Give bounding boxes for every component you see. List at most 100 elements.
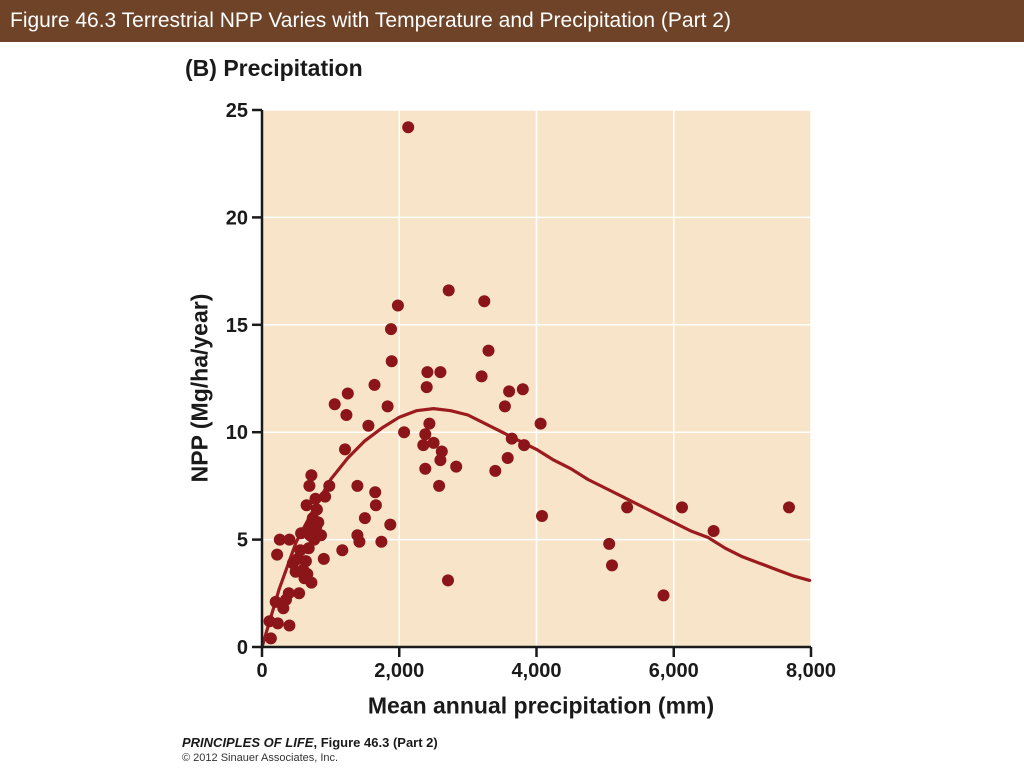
data-point xyxy=(442,574,454,587)
y-tick-label: 25 xyxy=(226,100,248,122)
x-tick-label: 8,000 xyxy=(786,660,836,682)
panel-label: (B) Precipitation xyxy=(185,55,363,81)
data-point xyxy=(375,535,388,548)
axes xyxy=(252,108,813,657)
data-point xyxy=(417,439,430,452)
data-point xyxy=(317,552,330,565)
data-point xyxy=(282,587,295,600)
data-point xyxy=(315,529,327,542)
data-point xyxy=(384,518,397,531)
data-point xyxy=(621,501,634,514)
data-point xyxy=(264,632,277,645)
x-axis-label: Mean annual precipitation (mm) xyxy=(367,692,715,719)
data-point xyxy=(369,499,382,512)
book-credit: PRINCIPLES OF LIFE, Figure 46.3 (Part 2) xyxy=(182,735,438,750)
data-point xyxy=(273,533,286,546)
data-point xyxy=(516,383,529,396)
data-point xyxy=(707,525,720,537)
y-tick-label: 15 xyxy=(226,315,248,337)
data-point xyxy=(501,452,514,464)
data-point xyxy=(336,544,349,557)
data-point xyxy=(309,492,322,505)
data-point xyxy=(434,366,447,379)
data-point xyxy=(505,432,518,445)
data-point xyxy=(657,589,670,602)
x-tick-label: 4,000 xyxy=(511,660,561,682)
x-tick-label: 6,000 xyxy=(649,660,699,682)
trend-curve-layer xyxy=(260,407,812,649)
data-point xyxy=(783,501,795,514)
data-point xyxy=(305,576,318,589)
data-point xyxy=(323,479,336,492)
data-point xyxy=(534,417,547,430)
x-tick-label: 0 xyxy=(256,660,267,682)
data-point xyxy=(503,385,516,398)
x-tick-label: 2,000 xyxy=(374,660,424,682)
data-point xyxy=(328,398,341,411)
data-point xyxy=(293,587,306,600)
data-point xyxy=(271,548,284,561)
data-point xyxy=(676,501,688,514)
tick-labels: 0 2,000 4,000 6,000 8,000 0 5 10 15 20 25 xyxy=(226,100,836,682)
data-point xyxy=(310,503,323,516)
data-point xyxy=(419,428,432,441)
figure-reference: , Figure 46.3 (Part 2) xyxy=(313,735,438,750)
copyright-notice: © 2012 Sinauer Associates, Inc. xyxy=(182,752,339,764)
data-point xyxy=(300,499,313,512)
data-point xyxy=(340,409,353,421)
data-point xyxy=(450,460,463,473)
data-point xyxy=(339,443,351,456)
data-point xyxy=(283,533,296,546)
data-point xyxy=(299,555,312,568)
data-point xyxy=(489,464,502,477)
data-point xyxy=(283,619,296,632)
data-point xyxy=(302,542,315,555)
data-point xyxy=(368,378,381,391)
data-point xyxy=(536,510,548,522)
data-point xyxy=(341,387,354,400)
data-point xyxy=(478,295,491,308)
data-point xyxy=(442,284,455,297)
grid-lines xyxy=(262,109,812,647)
data-point xyxy=(312,516,325,529)
data-point xyxy=(351,479,364,492)
data-point xyxy=(518,439,531,452)
slide-title: Figure 46.3 Terrestrial NPP Varies with … xyxy=(10,9,731,32)
data-point xyxy=(419,462,432,475)
data-points xyxy=(263,121,795,645)
data-point xyxy=(498,400,511,413)
data-point xyxy=(385,355,398,368)
data-point xyxy=(423,417,436,430)
book-title: PRINCIPLES OF LIFE xyxy=(182,735,314,750)
data-point xyxy=(391,299,404,312)
data-point xyxy=(475,370,488,383)
data-point xyxy=(303,479,316,492)
data-point xyxy=(420,381,433,394)
data-point xyxy=(603,537,616,550)
y-tick-label: 20 xyxy=(226,207,248,229)
data-point xyxy=(421,366,434,379)
trend-curve xyxy=(260,407,812,649)
data-point xyxy=(305,469,318,482)
data-point xyxy=(482,344,495,357)
data-point xyxy=(369,486,382,499)
data-point xyxy=(381,400,394,413)
data-point xyxy=(319,490,332,503)
y-tick-label: 5 xyxy=(237,530,248,552)
y-axis-label: NPP (Mg/ha/year) xyxy=(186,293,213,483)
title-bar: Figure 46.3 Terrestrial NPP Varies with … xyxy=(0,0,1024,42)
data-point xyxy=(402,121,415,134)
data-point xyxy=(358,512,371,525)
data-point xyxy=(271,617,284,630)
data-point xyxy=(606,559,618,572)
data-point xyxy=(433,479,446,492)
data-point xyxy=(398,426,411,439)
data-point xyxy=(435,445,448,458)
data-point xyxy=(427,436,440,449)
y-tick-label: 0 xyxy=(237,637,248,659)
data-point xyxy=(362,419,375,432)
y-tick-label: 10 xyxy=(226,422,248,444)
data-point xyxy=(353,535,366,548)
data-point xyxy=(385,323,397,336)
